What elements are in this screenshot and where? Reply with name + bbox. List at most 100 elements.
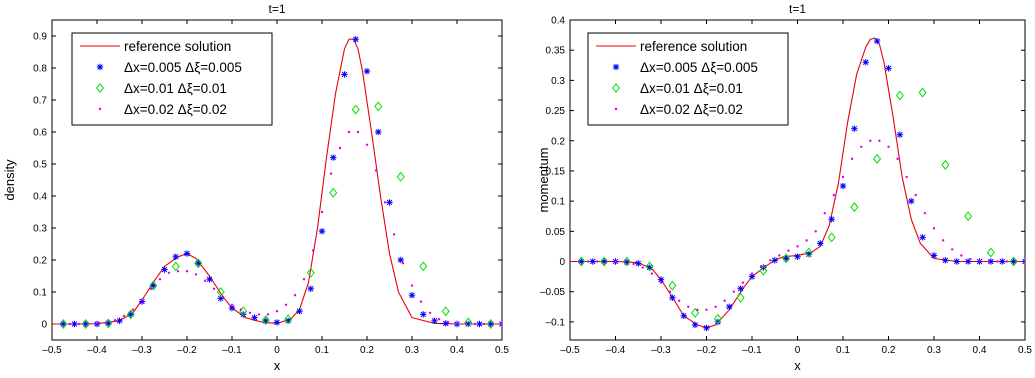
legend-label: Δx=0.005 Δξ=0.005 — [640, 60, 758, 75]
legend-label: Δx=0.02 Δξ=0.02 — [640, 102, 743, 117]
data-point — [873, 37, 881, 45]
data-point — [641, 266, 644, 269]
data-point — [365, 143, 369, 146]
legend-label: Δx=0.01 Δξ=0.01 — [640, 81, 743, 96]
x-tick-label: 0.5 — [1018, 345, 1032, 356]
y-tick-label: 0.9 — [33, 32, 47, 43]
data-point — [374, 101, 383, 112]
y-tick-label: 0.1 — [33, 288, 47, 299]
x-tick-label: 0.1 — [836, 345, 850, 356]
y-tick-label: 0.35 — [546, 46, 566, 57]
data-point — [623, 260, 626, 264]
data-point — [932, 227, 936, 230]
legend-label: reference solution — [124, 39, 231, 54]
y-tick-label: 0.3 — [33, 224, 47, 235]
data-point — [71, 320, 78, 328]
data-point — [206, 276, 213, 283]
data-point — [375, 128, 382, 136]
reference-line — [570, 37, 1025, 329]
reference-line — [52, 38, 502, 325]
x-axis-label: x — [794, 358, 801, 373]
x-tick-label: 0.2 — [882, 345, 896, 356]
data-point — [127, 311, 134, 318]
data-point — [577, 260, 581, 263]
data-point — [419, 300, 423, 303]
data-point — [930, 252, 938, 259]
x-tick-label: –0.5 — [560, 345, 580, 356]
data-point — [266, 313, 270, 316]
data-point — [714, 305, 717, 308]
data-point — [953, 258, 960, 265]
data-point — [750, 272, 754, 275]
legend-marker — [96, 63, 104, 71]
data-point — [577, 256, 586, 267]
data-point — [347, 130, 351, 134]
data-point — [703, 324, 710, 332]
data-point — [273, 319, 281, 326]
data-point — [126, 309, 135, 320]
series-dot — [577, 139, 1025, 312]
data-point — [964, 211, 973, 222]
data-point — [941, 159, 950, 170]
data-point — [216, 286, 225, 298]
data-point — [759, 265, 763, 268]
data-point — [794, 253, 801, 260]
x-tick-label: 0.4 — [450, 345, 464, 356]
data-point — [396, 171, 405, 182]
data-point — [194, 273, 198, 276]
data-point — [212, 287, 216, 290]
data-point — [455, 322, 459, 325]
data-point — [999, 258, 1006, 265]
data-point — [431, 317, 438, 324]
data-point — [464, 322, 468, 326]
data-point — [351, 104, 360, 115]
y-tick-label: 0.7 — [33, 96, 47, 107]
data-point — [491, 322, 495, 326]
legend-box — [71, 32, 273, 126]
data-point — [905, 175, 908, 179]
data-point — [850, 157, 854, 161]
data-point — [203, 279, 207, 282]
data-point — [397, 256, 404, 264]
x-tick-label: –0.4 — [87, 345, 107, 356]
data-point — [736, 292, 745, 303]
data-point — [678, 299, 681, 302]
data-point — [318, 228, 326, 235]
data-point — [363, 68, 371, 75]
data-point — [428, 311, 432, 314]
series-diamond — [577, 87, 1018, 324]
data-point — [669, 294, 676, 301]
data-point — [596, 260, 599, 263]
data-point — [827, 232, 836, 243]
legend-marker — [98, 107, 102, 111]
x-tick-label: –0.3 — [132, 345, 152, 356]
data-point — [410, 284, 414, 287]
data-point — [778, 254, 781, 257]
data-point — [122, 314, 126, 318]
x-tick-label: –0.3 — [651, 345, 671, 356]
data-point — [895, 90, 904, 101]
data-point — [172, 253, 179, 260]
data-point — [311, 249, 315, 252]
chart-title: t=1 — [789, 2, 806, 16]
y-tick-label: 0.05 — [546, 227, 566, 238]
data-point — [850, 202, 859, 213]
data-point — [978, 259, 981, 263]
data-point — [113, 318, 117, 322]
data-point — [1014, 260, 1018, 263]
y-tick-label: –0.05 — [540, 287, 565, 298]
y-tick-label: 0.2 — [551, 136, 565, 147]
data-point — [161, 266, 168, 273]
legend-marker — [611, 82, 621, 94]
data-point — [987, 260, 990, 263]
data-point — [302, 278, 306, 281]
series-layer — [52, 36, 502, 330]
data-point — [759, 265, 768, 276]
x-tick-label: 0 — [795, 345, 801, 356]
y-tick-label: 0.5 — [33, 160, 47, 171]
x-tick-label: –0.2 — [177, 345, 197, 356]
data-point — [622, 256, 631, 267]
data-point — [923, 212, 927, 215]
legend-marker — [614, 107, 618, 111]
data-point — [293, 294, 297, 297]
